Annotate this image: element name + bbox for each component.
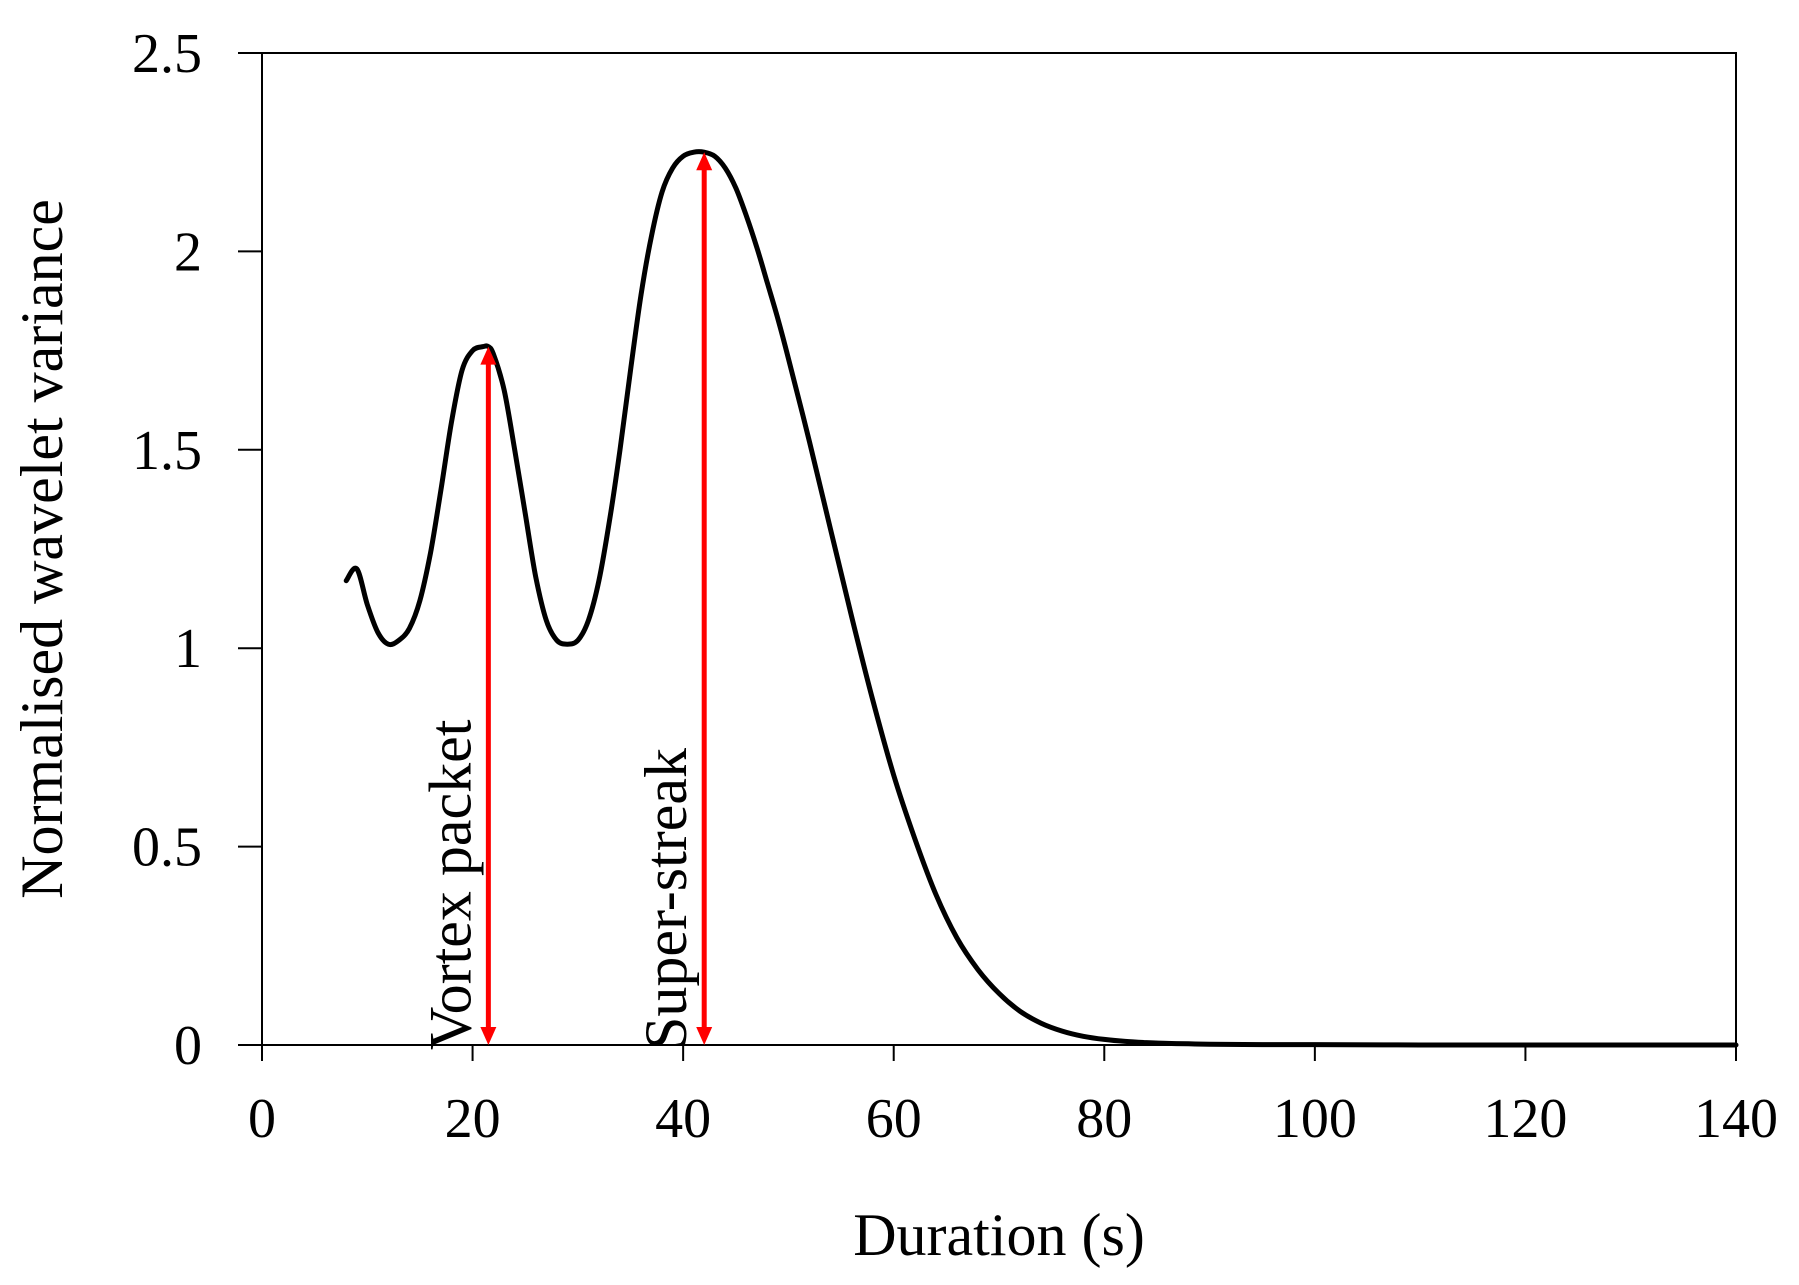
super-streak-arrow-head-bottom xyxy=(696,1027,713,1045)
y-tick-label-0.5: 0.5 xyxy=(132,817,202,879)
super-streak-annotation: Super-streak xyxy=(633,152,713,1050)
x-tick-label-40: 40 xyxy=(655,1088,711,1150)
y-axis-title: Normalised wavelet variance xyxy=(9,199,75,899)
super-streak-arrow-head-top xyxy=(696,152,713,171)
y-tick-label-1: 1 xyxy=(174,618,202,680)
x-tick-label-100: 100 xyxy=(1273,1088,1357,1150)
plot-area xyxy=(261,52,1737,1046)
annotations-layer: Vortex packet Super-streak xyxy=(417,152,713,1050)
super-streak-label: Super-streak xyxy=(633,748,699,1050)
x-tick-label-20: 20 xyxy=(445,1088,501,1150)
x-axis-title: Duration (s) xyxy=(853,1202,1145,1268)
x-tick-label-140: 140 xyxy=(1694,1088,1778,1150)
vortex-packet-label: Vortex packet xyxy=(417,719,483,1050)
x-tick-label-120: 120 xyxy=(1483,1088,1567,1150)
series-layer xyxy=(343,149,1739,1048)
x-tick-label-80: 80 xyxy=(1076,1088,1132,1150)
y-tick-label-2.5: 2.5 xyxy=(132,23,202,85)
series-line-0 xyxy=(343,149,1739,1048)
vortex-packet-arrow-head-top xyxy=(480,346,497,365)
y-tick-label-0: 0 xyxy=(174,1015,202,1077)
x-tick-label-0: 0 xyxy=(248,1088,276,1150)
x-tick-label-60: 60 xyxy=(866,1088,922,1150)
vortex-packet-arrow-head-bottom xyxy=(480,1027,497,1045)
y-tick-label-2: 2 xyxy=(174,221,202,283)
axis-ticks: 0 20 40 60 80 100 120 140 0 0.5 1 1.5 2 2.5 xyxy=(132,23,1778,1150)
y-tick-label-1.5: 1.5 xyxy=(132,420,202,482)
vortex-packet-annotation: Vortex packet xyxy=(417,346,497,1050)
